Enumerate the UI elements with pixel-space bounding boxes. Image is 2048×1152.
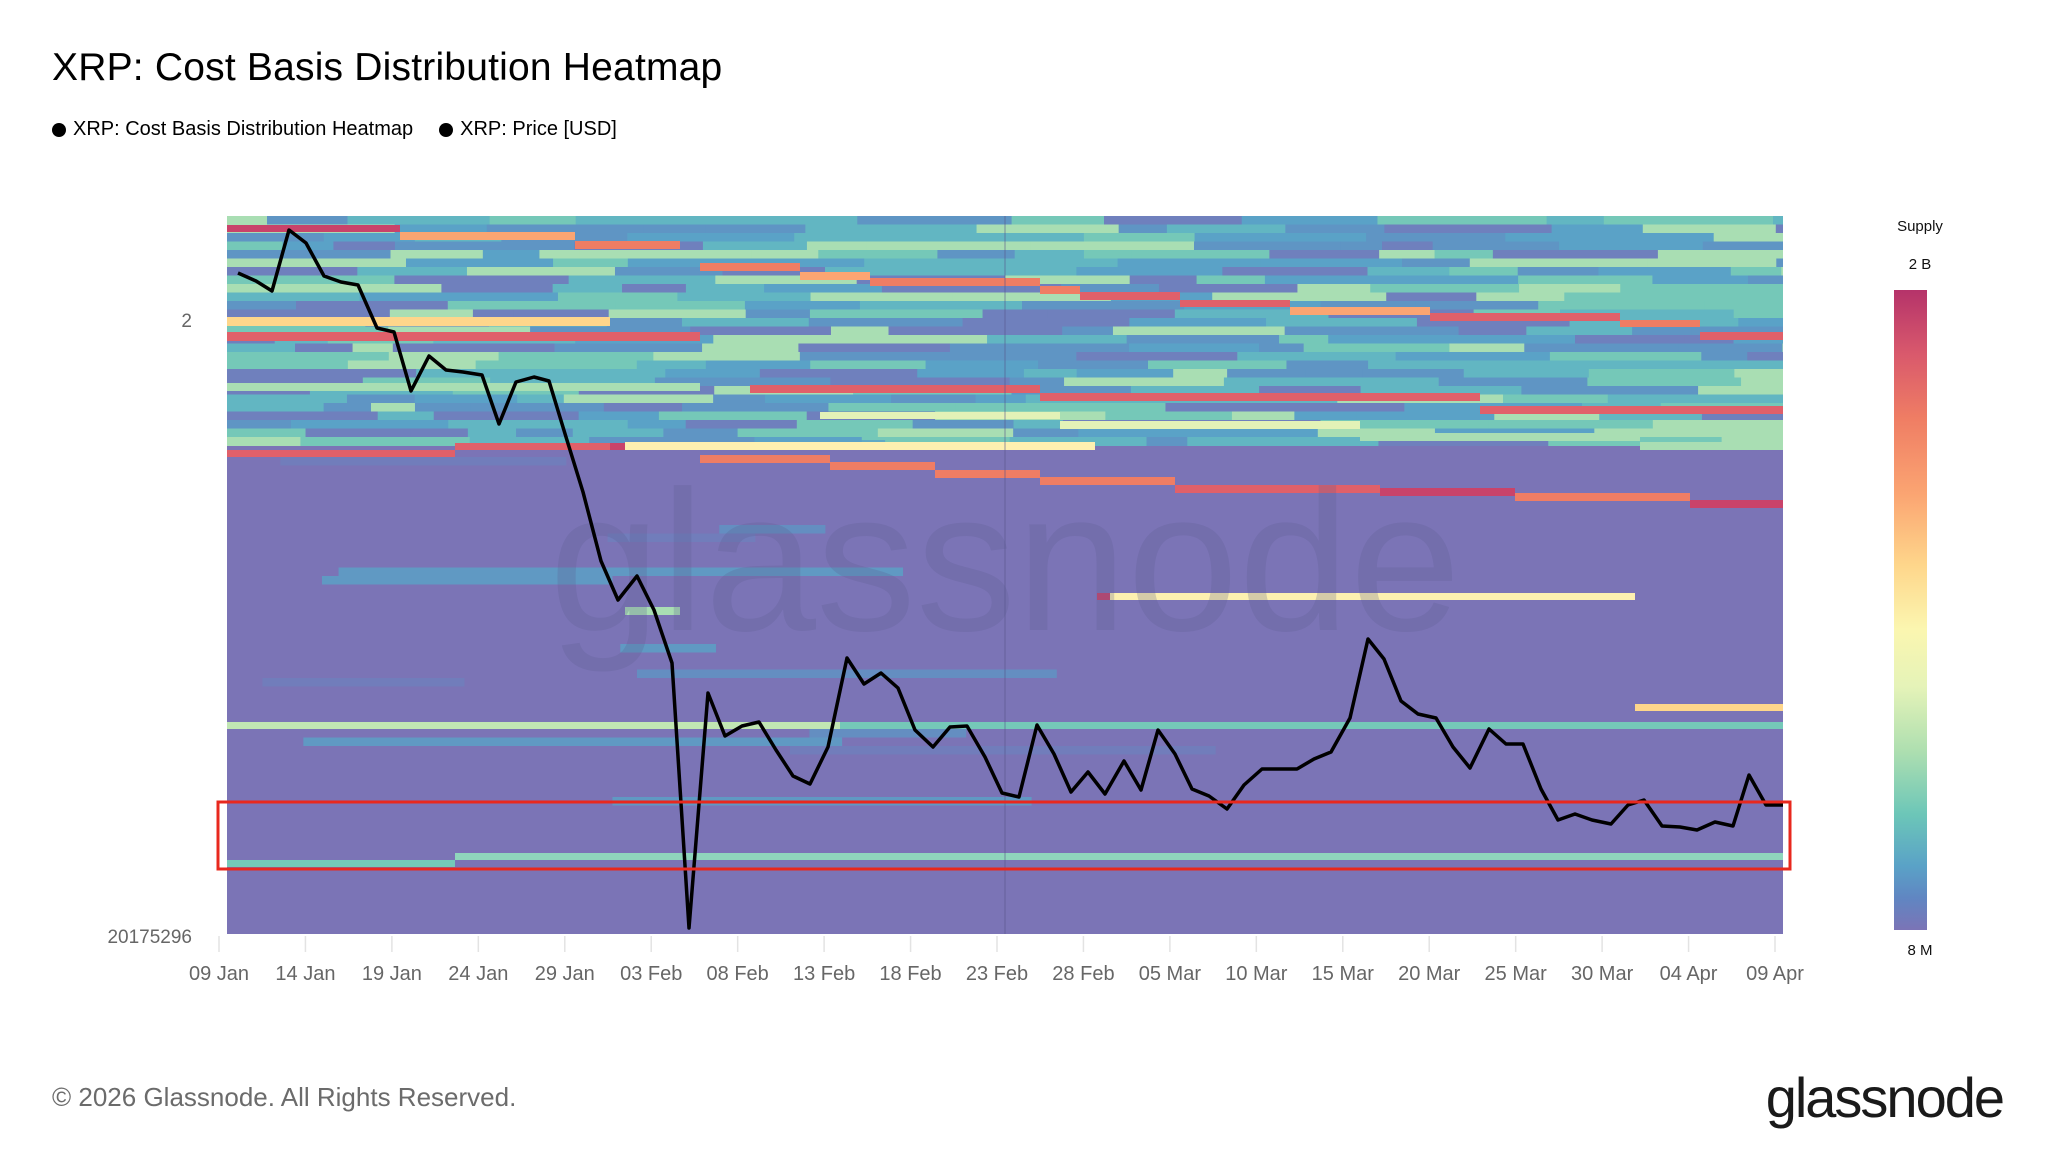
x-tick-label: 15 Mar xyxy=(1311,963,1374,985)
x-axis xyxy=(218,936,1776,952)
legend-label: XRP: Cost Basis Distribution Heatmap xyxy=(73,118,414,140)
colorbar-title: Supply xyxy=(1897,218,1943,235)
legend-dot-icon xyxy=(439,122,454,137)
x-tick-label: 13 Feb xyxy=(792,963,856,985)
x-tick-label: 18 Feb xyxy=(879,963,942,985)
x-tick-label: 14 Jan xyxy=(275,963,336,985)
x-tick-label: 19 Jan xyxy=(361,963,422,985)
x-tick-label: 29 Jan xyxy=(534,963,595,985)
legend-item-price[interactable]: XRP: Price [USD] xyxy=(439,118,617,141)
y-label-bottom: 20175296 xyxy=(107,927,192,948)
x-tick-label: 23 Feb xyxy=(965,963,1029,985)
x-tick-label: 09 Apr xyxy=(1746,963,1804,985)
x-tick-label: 28 Feb xyxy=(1052,963,1115,985)
legend: XRP: Cost Basis Distribution Heatmap XRP… xyxy=(52,118,617,141)
chart-title: XRP: Cost Basis Distribution Heatmap xyxy=(52,46,723,89)
legend-dot-icon xyxy=(52,122,66,137)
x-tick-label: 24 Jan xyxy=(448,963,509,985)
x-tick-label: 08 Feb xyxy=(706,963,769,985)
x-tick-label: 04 Apr xyxy=(1659,963,1718,985)
colorbar xyxy=(1894,290,1927,930)
colorbar-min-label: 8 M xyxy=(1907,942,1933,959)
glassnode-logo: glassnode xyxy=(1765,1066,2005,1129)
x-tick-label: 25 Mar xyxy=(1484,963,1547,985)
x-tick-label: 03 Feb xyxy=(620,963,683,985)
x-tick-label: 05 Mar xyxy=(1138,963,1201,985)
x-tick-label: 20 Mar xyxy=(1398,963,1461,985)
y-label-top: 2 xyxy=(181,311,192,332)
colorbar-max-label: 2 B xyxy=(1908,256,1932,273)
highlight-box xyxy=(216,800,1792,871)
price-line xyxy=(237,228,1783,930)
legend-item-heatmap[interactable]: XRP: Cost Basis Distribution Heatmap xyxy=(52,118,413,141)
legend-label: XRP: Price [USD] xyxy=(460,118,617,140)
x-tick-label: 10 Mar xyxy=(1225,963,1288,985)
x-tick-label: 09 Jan xyxy=(188,963,250,985)
x-tick-label: 30 Mar xyxy=(1570,963,1634,985)
copyright-text: © 2026 Glassnode. All Rights Reserved. xyxy=(52,1082,517,1112)
